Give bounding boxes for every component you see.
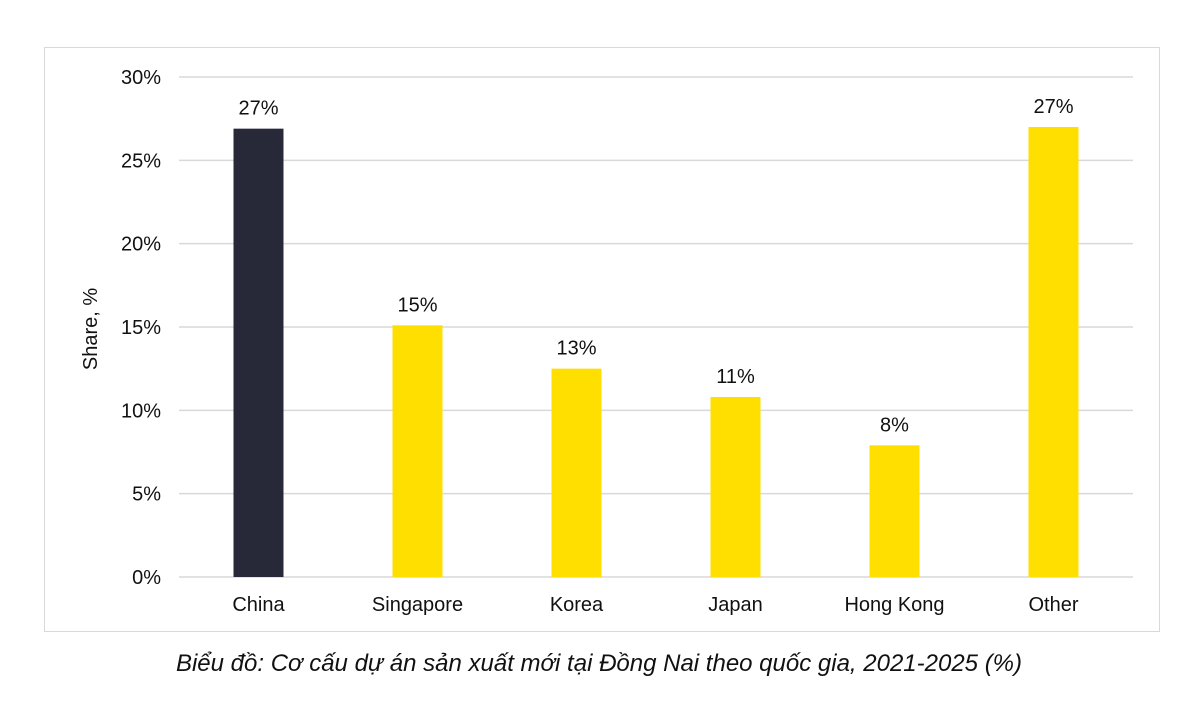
bar <box>869 445 920 577</box>
data-label: 13% <box>556 338 596 360</box>
bar <box>551 368 602 577</box>
figure-caption: Biểu đồ: Cơ cấu dự án sản xuất mới tại Đ… <box>175 650 1023 677</box>
x-tick-label: China <box>232 594 285 616</box>
data-label: 27% <box>238 98 278 120</box>
y-tick-label: 10% <box>121 400 161 422</box>
chart-frame: 27% 15% 13% 11% 8% 27% 0% 5% 10% 15% 20% 25% 30% Ch… <box>44 47 1160 632</box>
y-tick-label: 0% <box>132 567 161 589</box>
data-label: 11% <box>716 366 755 388</box>
bar <box>1028 127 1079 577</box>
y-tick-label: 15% <box>121 317 161 339</box>
y-tick-label: 20% <box>121 234 161 256</box>
data-label: 8% <box>880 414 909 436</box>
x-tick-label: Hong Kong <box>844 594 944 616</box>
y-axis-title: Share, % <box>80 288 102 370</box>
bar <box>392 325 443 577</box>
bar-chart: 27% 15% 13% 11% 8% 27% 0% 5% 10% 15% 20% 25% 30% Ch… <box>80 67 1133 616</box>
bar <box>710 397 761 577</box>
y-tick-label: 5% <box>132 484 161 506</box>
x-axis-ticks: China Singapore Korea Japan Hong Kong Other <box>232 594 1078 616</box>
y-tick-label: 25% <box>121 150 161 172</box>
y-tick-label: 30% <box>121 67 161 89</box>
bars <box>233 127 1079 577</box>
data-labels: 27% 15% 13% 11% 8% 27% <box>238 96 1073 436</box>
data-label: 15% <box>397 294 437 316</box>
data-label: 27% <box>1033 96 1073 118</box>
gridlines <box>179 76 1133 578</box>
y-axis-ticks: 0% 5% 10% 15% 20% 25% 30% <box>121 67 161 589</box>
bar <box>233 128 284 577</box>
x-tick-label: Japan <box>708 594 763 616</box>
x-tick-label: Singapore <box>372 594 463 616</box>
x-tick-label: Korea <box>550 594 604 616</box>
x-tick-label: Other <box>1028 594 1078 616</box>
